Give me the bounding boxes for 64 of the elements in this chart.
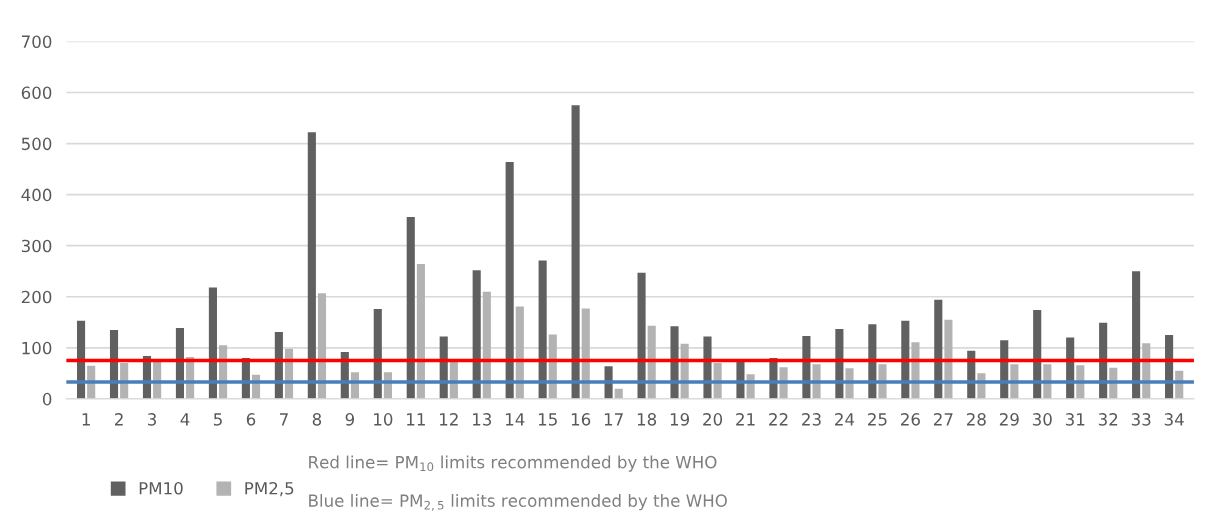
bar (515, 306, 524, 399)
bar (934, 299, 943, 399)
text: Blue line= PM$_{2,5}$ limits recommended by the WHO (309, 494, 727, 511)
x-tick-label: 1 (82, 413, 90, 426)
x-tick-label: 17 (604, 413, 623, 426)
x-tick-label: 13 (472, 413, 492, 426)
y-tick-label: 500 (21, 137, 52, 151)
y-tick-label: 100 (22, 341, 52, 355)
x-tick-label: 26 (901, 413, 920, 426)
x-tick-label: 4 (180, 413, 190, 426)
x-tick-label: 25 (868, 413, 887, 426)
bar (581, 308, 590, 399)
x-tick-label: 10 (374, 413, 393, 426)
x-tick-label: 5 (213, 413, 222, 426)
x-tick-label: 28 (966, 413, 986, 426)
bar (472, 270, 481, 399)
y-tick-label: 300 (21, 239, 52, 253)
bar (637, 272, 646, 399)
x-tick-label: 24 (835, 413, 855, 426)
bar (571, 105, 580, 399)
bar (1033, 310, 1042, 399)
y-tick-label: 0 (42, 392, 52, 406)
bar (416, 264, 425, 399)
x-tick-label: 6 (246, 413, 256, 426)
text: Red line= PM$_{10}$ limits recommended by the WHO (309, 455, 717, 472)
bar (307, 132, 316, 399)
x-tick-label: 23 (802, 413, 821, 426)
x-tick-label: 21 (736, 413, 755, 426)
legend-label: PM2,5 (245, 481, 294, 497)
x-tick-label: 16 (571, 413, 591, 426)
x-tick-label: 9 (345, 413, 355, 426)
x-tick-label: 30 (1032, 413, 1052, 426)
x-tick-label: 12 (440, 413, 458, 426)
bar (538, 260, 547, 399)
x-tick-label: 3 (148, 413, 157, 426)
bar (317, 293, 327, 399)
x-tick-label: 31 (1065, 413, 1085, 426)
bar (406, 217, 415, 399)
bar (482, 291, 491, 399)
x-tick-label: 32 (1098, 413, 1118, 426)
bar (703, 336, 712, 399)
x-tick-label: 18 (637, 413, 657, 426)
y-tick-label: 200 (21, 290, 52, 304)
x-tick-label: 14 (505, 413, 525, 426)
legend-label: PM10 (139, 481, 183, 495)
x-tick-label: 8 (312, 413, 322, 426)
bar (505, 161, 514, 399)
bar (1132, 271, 1141, 399)
x-tick-label: 34 (1164, 413, 1184, 426)
x-tick-label: 29 (999, 413, 1019, 426)
x-tick-label: 22 (769, 413, 788, 426)
x-tick-label: 11 (407, 413, 425, 426)
x-tick-label: 19 (670, 413, 690, 426)
x-tick-label: 15 (538, 413, 557, 426)
x-tick-label: 27 (933, 413, 953, 426)
bar (373, 308, 382, 399)
x-tick-label: 33 (1131, 413, 1151, 426)
bar (208, 287, 217, 399)
y-tick-label: 400 (21, 188, 52, 202)
x-tick-label: 7 (280, 413, 288, 426)
y-tick-label: 700 (22, 35, 52, 49)
x-tick-label: 20 (703, 413, 723, 426)
x-tick-label: 2 (115, 413, 123, 426)
y-tick-label: 600 (21, 86, 52, 100)
